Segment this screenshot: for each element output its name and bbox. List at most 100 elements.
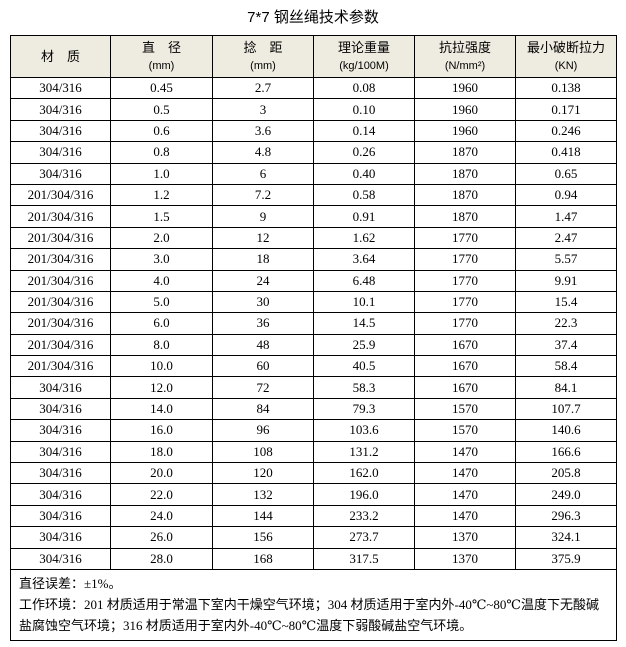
table-row: 304/316 0.8 4.8 0.26 1870 0.418 — [10, 141, 617, 164]
table-cell: 1.2 — [110, 183, 213, 207]
table-cell: 7.2 — [212, 183, 314, 207]
table-row: 304/316 20.0 120 162.0 1470 205.8 — [10, 462, 617, 485]
table-row: 304/316 18.0 108 131.2 1470 166.6 — [10, 440, 617, 464]
table-cell: 26.0 — [110, 526, 213, 549]
table-cell: 304/316 — [10, 547, 111, 570]
table-cell: 1.5 — [110, 205, 213, 228]
table-cell: 0.08 — [313, 76, 415, 100]
table-cell: 144 — [212, 504, 314, 528]
table-cell: 304/316 — [10, 440, 111, 464]
table-cell: 120 — [212, 462, 314, 485]
table-cell: 1570 — [414, 397, 516, 421]
column-header-label: 最小破断拉力 — [526, 39, 605, 55]
table-cell: 249.0 — [515, 483, 617, 506]
table-cell: 0.91 — [313, 205, 415, 228]
table-cell: 9.91 — [515, 269, 617, 292]
table-cell: 3.6 — [212, 119, 314, 143]
column-header-unit: (N/mm²) — [444, 59, 486, 72]
table-cell: 201/304/316 — [10, 248, 111, 271]
table-cell: 20.0 — [110, 462, 213, 485]
table-cell: 58.4 — [515, 355, 617, 378]
table-row: 304/316 12.0 72 58.3 1670 84.1 — [10, 376, 617, 399]
table-cell: 0.65 — [515, 162, 617, 185]
table-cell: 4.8 — [212, 141, 314, 164]
table-cell: 18.0 — [110, 440, 213, 464]
column-header: 抗拉强度 (N/mm²) — [414, 35, 516, 78]
column-header-label: 材 质 — [40, 48, 80, 64]
table-row: 304/316 22.0 132 196.0 1470 249.0 — [10, 483, 617, 506]
table-cell: 304/316 — [10, 119, 111, 143]
table-cell: 24 — [212, 269, 314, 292]
table-row: 201/304/316 3.0 18 3.64 1770 5.57 — [10, 248, 617, 271]
table-cell: 15.4 — [515, 290, 617, 314]
table-cell: 304/316 — [10, 397, 111, 421]
table-cell: 9 — [212, 205, 314, 228]
table-cell: 60 — [212, 355, 314, 378]
table-row: 304/316 28.0 168 317.5 1370 375.9 — [10, 547, 617, 570]
column-header: 直 径 (mm) — [110, 35, 213, 78]
table-cell: 0.94 — [515, 183, 617, 207]
table-cell: 0.10 — [313, 98, 415, 121]
table-cell: 201/304/316 — [10, 290, 111, 314]
table-cell: 205.8 — [515, 462, 617, 485]
table-cell: 14.5 — [313, 312, 415, 335]
table-row: 304/316 16.0 96 103.6 1570 140.6 — [10, 419, 617, 442]
table-cell: 5.0 — [110, 290, 213, 314]
table-row: 201/304/316 6.0 36 14.5 1770 22.3 — [10, 312, 617, 335]
table-cell: 58.3 — [313, 376, 415, 399]
table-cell: 201/304/316 — [10, 205, 111, 228]
table-cell: 1870 — [414, 205, 516, 228]
table-cell: 16.0 — [110, 419, 213, 442]
table-cell: 1470 — [414, 440, 516, 464]
table-cell: 96 — [212, 419, 314, 442]
environment-note: 工作环境：201 材质适用于常温下室内干燥空气环境；304 材质适用于室内外-4… — [19, 596, 599, 633]
table-cell: 1960 — [414, 98, 516, 121]
table-cell: 0.14 — [313, 119, 415, 143]
table-cell: 304/316 — [10, 504, 111, 528]
table-cell: 162.0 — [313, 462, 415, 485]
table-cell: 201/304/316 — [10, 226, 111, 250]
table-cell: 84 — [212, 397, 314, 421]
table-cell: 196.0 — [313, 483, 415, 506]
table-cell: 1770 — [414, 226, 516, 250]
table-cell: 28.0 — [110, 547, 213, 570]
table-row: 304/316 0.6 3.6 0.14 1960 0.246 — [10, 119, 617, 143]
column-header: 理论重量 (kg/100M) — [313, 35, 415, 78]
table-cell: 1470 — [414, 504, 516, 528]
table-cell: 72 — [212, 376, 314, 399]
table-cell: 1870 — [414, 141, 516, 164]
table-row: 304/316 26.0 156 273.7 1370 324.1 — [10, 526, 617, 549]
table-cell: 132 — [212, 483, 314, 506]
table-cell: 0.5 — [110, 98, 213, 121]
table-cell: 1770 — [414, 269, 516, 292]
table-cell: 304/316 — [10, 462, 111, 485]
table-cell: 3 — [212, 98, 314, 121]
column-header-unit: (kg/100M) — [339, 59, 389, 72]
column-header: 材 质 — [10, 35, 111, 78]
table-cell: 1570 — [414, 419, 516, 442]
table-cell: 233.2 — [313, 504, 415, 528]
column-header-unit: (mm) — [148, 59, 175, 72]
table-cell: 84.1 — [515, 376, 617, 399]
column-header-unit: (mm) — [250, 59, 276, 72]
table-cell: 1.0 — [110, 162, 213, 185]
column-header-label: 捻 距 — [243, 39, 283, 55]
table-row: 201/304/316 8.0 48 25.9 1670 37.4 — [10, 333, 617, 357]
table-cell: 0.8 — [110, 141, 213, 164]
table-cell: 317.5 — [313, 547, 415, 570]
table-cell: 10.1 — [313, 290, 415, 314]
table-row: 201/304/316 10.0 60 40.5 1670 58.4 — [10, 355, 617, 378]
table-cell: 1770 — [414, 290, 516, 314]
table-row: 201/304/316 5.0 30 10.1 1770 15.4 — [10, 290, 617, 314]
table-cell: 201/304/316 — [10, 183, 111, 207]
table-header-row: 材 质 直 径 (mm) 捻 距 (mm) 理论重量 (kg/100M) 抗拉强度 (N/mm²… — [10, 35, 617, 78]
table-row: 304/316 24.0 144 233.2 1470 296.3 — [10, 504, 617, 528]
table-cell: 107.7 — [515, 397, 617, 421]
table-cell: 2.7 — [212, 76, 314, 100]
column-header-label: 理论重量 — [337, 39, 390, 55]
table-cell: 201/304/316 — [10, 312, 111, 335]
table-cell: 1370 — [414, 526, 516, 549]
table-cell: 3.0 — [110, 248, 213, 271]
table-cell: 30 — [212, 290, 314, 314]
table-cell: 166.6 — [515, 440, 617, 464]
